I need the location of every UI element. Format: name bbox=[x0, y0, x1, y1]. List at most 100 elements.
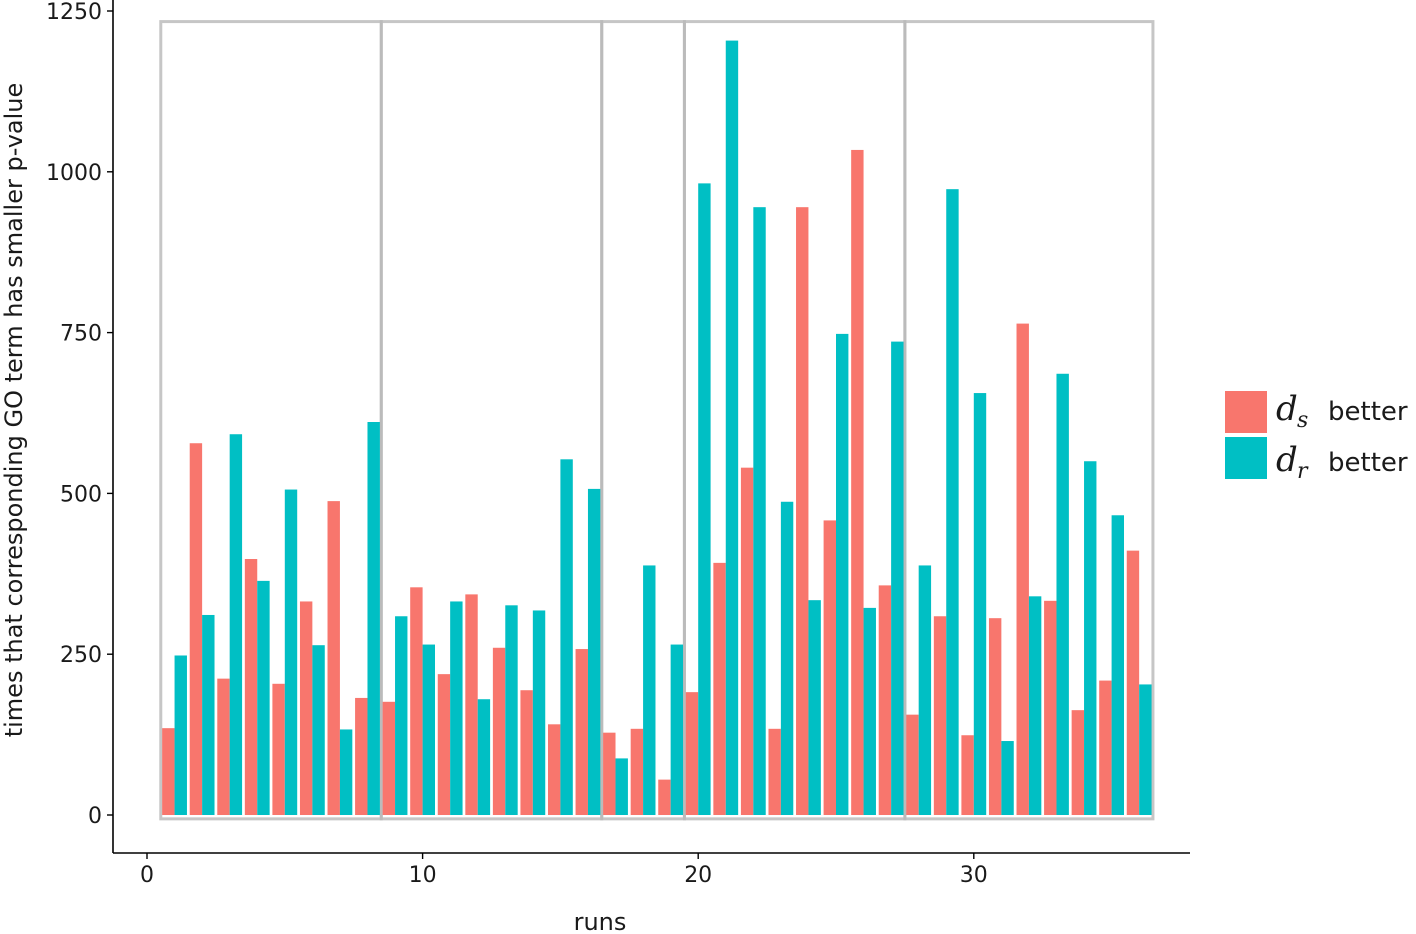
bar-ds-run-8 bbox=[355, 697, 368, 815]
y-tick-label-250: 250 bbox=[60, 643, 102, 668]
y-tick-label-1000: 1000 bbox=[46, 161, 102, 186]
bar-ds-run-5 bbox=[272, 683, 285, 815]
legend-subscript-ds: s bbox=[1297, 408, 1308, 433]
group-box-5 bbox=[903, 20, 1155, 821]
y-tick-label-750: 750 bbox=[60, 322, 102, 347]
bar-ds-run-34 bbox=[1071, 710, 1085, 815]
bar-dr-run-6 bbox=[312, 645, 325, 815]
bar-ds-run-7 bbox=[327, 501, 340, 815]
axes bbox=[112, 0, 1190, 854]
bar-ds-run-30 bbox=[961, 735, 974, 815]
bar-ds-run-15 bbox=[547, 724, 561, 815]
bar-dr-run-3 bbox=[229, 434, 243, 815]
bar-dr-run-20 bbox=[698, 183, 711, 816]
bar-dr-run-7 bbox=[339, 729, 353, 815]
bar-ds-run-22 bbox=[740, 467, 754, 815]
bar-dr-run-13 bbox=[505, 605, 518, 815]
bar-dr-run-26 bbox=[863, 607, 876, 815]
legend-label-dr: better bbox=[1328, 448, 1408, 478]
bar-ds-run-2 bbox=[189, 443, 203, 815]
bar-dr-run-4 bbox=[257, 580, 270, 815]
bar-dr-run-11 bbox=[450, 601, 463, 815]
bar-dr-run-12 bbox=[477, 699, 491, 815]
bar-ds-run-23 bbox=[768, 728, 781, 815]
bar-ds-run-21 bbox=[713, 562, 726, 815]
bar-dr-run-25 bbox=[836, 333, 849, 815]
bar-ds-run-25 bbox=[823, 520, 836, 815]
bar-dr-run-23 bbox=[780, 501, 794, 815]
y-ticks: 0 250 500 750 1000 1250 bbox=[46, 0, 113, 829]
bar-dr-run-19 bbox=[670, 644, 684, 815]
bar-ds-run-10 bbox=[410, 587, 423, 815]
bar-dr-run-30 bbox=[973, 393, 987, 815]
bar-dr-run-9 bbox=[395, 616, 408, 815]
bar-ds-run-35 bbox=[1099, 680, 1112, 815]
bar-ds-run-16 bbox=[575, 649, 588, 815]
x-ticks: 0 10 20 30 bbox=[140, 853, 988, 888]
x-tick-label-30: 30 bbox=[960, 863, 988, 888]
bar-ds-run-26 bbox=[851, 149, 864, 815]
bar-ds-run-12 bbox=[465, 594, 478, 815]
bar-ds-run-36 bbox=[1126, 550, 1140, 815]
y-tick-label-1250: 1250 bbox=[46, 0, 102, 25]
legend-symbol-dr: d bbox=[1276, 440, 1298, 480]
bar-ds-run-29 bbox=[933, 616, 947, 815]
legend: d s better d r better bbox=[1225, 389, 1408, 484]
bar-ds-run-4 bbox=[244, 559, 258, 815]
bar-dr-run-16 bbox=[587, 488, 601, 815]
bar-ds-run-31 bbox=[988, 618, 1002, 815]
bar-dr-run-33 bbox=[1056, 373, 1069, 815]
bar-dr-run-29 bbox=[946, 189, 959, 816]
bar-dr-run-5 bbox=[284, 489, 298, 815]
bar-dr-run-27 bbox=[891, 341, 904, 815]
bar-ds-run-24 bbox=[796, 207, 809, 815]
bar-ds-run-19 bbox=[658, 779, 671, 815]
bar-dr-run-2 bbox=[202, 614, 215, 815]
bar-dr-run-14 bbox=[532, 610, 546, 815]
bar-dr-run-10 bbox=[422, 644, 436, 815]
group-boxes bbox=[159, 20, 1155, 821]
legend-key-ds bbox=[1225, 391, 1267, 433]
bar-dr-run-34 bbox=[1084, 461, 1097, 815]
legend-label-ds: better bbox=[1328, 397, 1408, 427]
bar-ds-run-27 bbox=[878, 585, 892, 815]
bar-ds-run-6 bbox=[299, 601, 313, 815]
bar-ds-run-3 bbox=[217, 678, 230, 815]
bar-dr-run-36 bbox=[1139, 684, 1152, 815]
y-tick-label-500: 500 bbox=[60, 482, 102, 507]
y-tick-label-0: 0 bbox=[88, 804, 102, 829]
x-tick-label-10: 10 bbox=[409, 863, 437, 888]
bar-ds-run-17 bbox=[603, 732, 616, 815]
bar-dr-run-1 bbox=[174, 655, 187, 815]
legend-symbol-ds: d bbox=[1276, 389, 1298, 429]
bar-dr-run-18 bbox=[643, 565, 656, 815]
x-axis-title: runs bbox=[574, 908, 627, 934]
bar-dr-run-35 bbox=[1111, 515, 1125, 815]
bar-dr-run-15 bbox=[560, 459, 573, 815]
bar-ds-run-28 bbox=[906, 714, 919, 815]
bar-ds-run-32 bbox=[1016, 323, 1029, 815]
legend-key-dr bbox=[1225, 437, 1267, 479]
bar-dr-run-32 bbox=[1028, 596, 1042, 815]
bar-ds-run-11 bbox=[437, 674, 451, 815]
bar-ds-run-14 bbox=[520, 690, 533, 815]
bar-dr-run-21 bbox=[725, 40, 739, 815]
x-tick-label-0: 0 bbox=[140, 863, 154, 888]
bar-dr-run-8 bbox=[367, 422, 380, 815]
bar-ds-run-13 bbox=[492, 647, 506, 815]
bar-ds-run-18 bbox=[630, 728, 644, 815]
bar-dr-run-24 bbox=[808, 600, 821, 815]
bar-dr-run-22 bbox=[753, 207, 766, 815]
bar-ds-run-1 bbox=[162, 728, 175, 815]
bar-ds-run-20 bbox=[685, 692, 699, 815]
bar-ds-run-9 bbox=[382, 701, 396, 815]
bars bbox=[162, 40, 1152, 816]
bar-dr-run-31 bbox=[1001, 741, 1014, 815]
bar-dr-run-17 bbox=[615, 758, 628, 815]
bar-dr-run-28 bbox=[918, 565, 932, 815]
bar-ds-run-33 bbox=[1044, 600, 1057, 815]
x-tick-label-20: 20 bbox=[684, 863, 712, 888]
y-axis-title: times that corresponding GO term has sma… bbox=[0, 83, 28, 738]
legend-subscript-dr: r bbox=[1297, 459, 1309, 484]
